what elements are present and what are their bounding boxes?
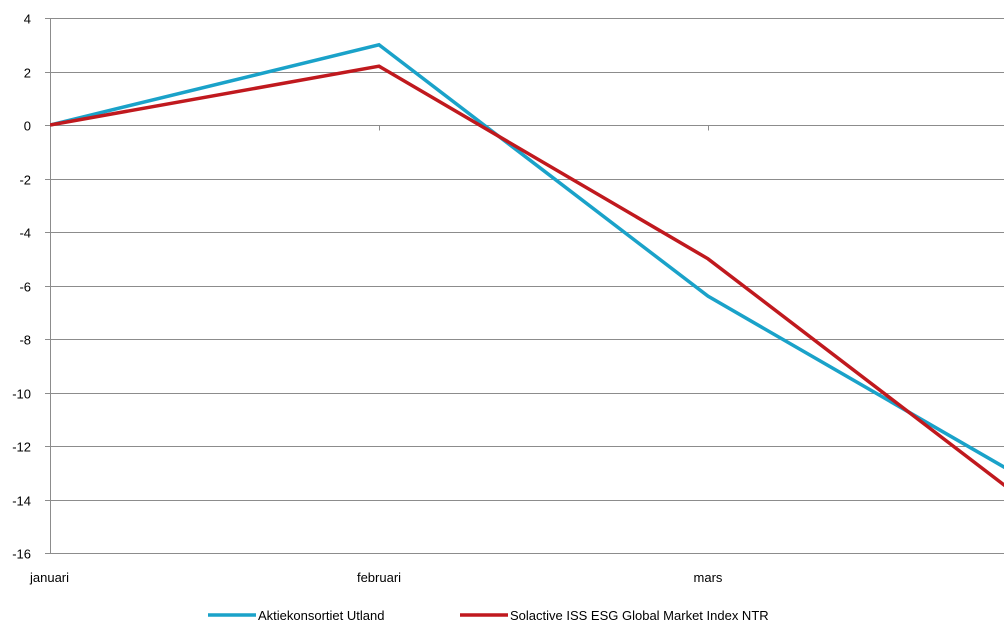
y-tick-label: 4 xyxy=(24,12,31,27)
y-tick-label: -2 xyxy=(19,173,31,188)
x-tick-label: mars xyxy=(694,570,723,585)
grid-lines xyxy=(50,18,1004,554)
series-line-1 xyxy=(50,42,1004,470)
y-tick-label: -14 xyxy=(12,494,31,509)
y-tick-label: -4 xyxy=(19,226,31,241)
y-tick-label: 2 xyxy=(24,66,31,81)
x-tick-label: januari xyxy=(29,570,69,585)
legend: Aktiekonsortiet Utland Solactive ISS ESG … xyxy=(208,608,769,623)
y-tick-label: -10 xyxy=(12,387,31,402)
x-tick-label: februari xyxy=(357,570,401,585)
y-tick-label: -8 xyxy=(19,333,31,348)
legend-label-2: Solactive ISS ESG Global Market Index NT… xyxy=(510,608,769,623)
y-tick-label: -16 xyxy=(12,547,31,562)
y-axis-tick-labels: 4 2 0 -2 -4 -6 -8 -10 -12 -14 -16 xyxy=(12,12,31,562)
series-lines xyxy=(50,42,1004,488)
axes xyxy=(45,18,1004,554)
y-tick-label: -12 xyxy=(12,440,31,455)
series-line-2 xyxy=(50,64,1004,488)
x-axis-tick-labels: januari februari mars xyxy=(29,570,723,585)
y-tick-label: 0 xyxy=(24,119,31,134)
legend-label-1: Aktiekonsortiet Utland xyxy=(258,608,384,623)
y-tick-label: -6 xyxy=(19,280,31,295)
